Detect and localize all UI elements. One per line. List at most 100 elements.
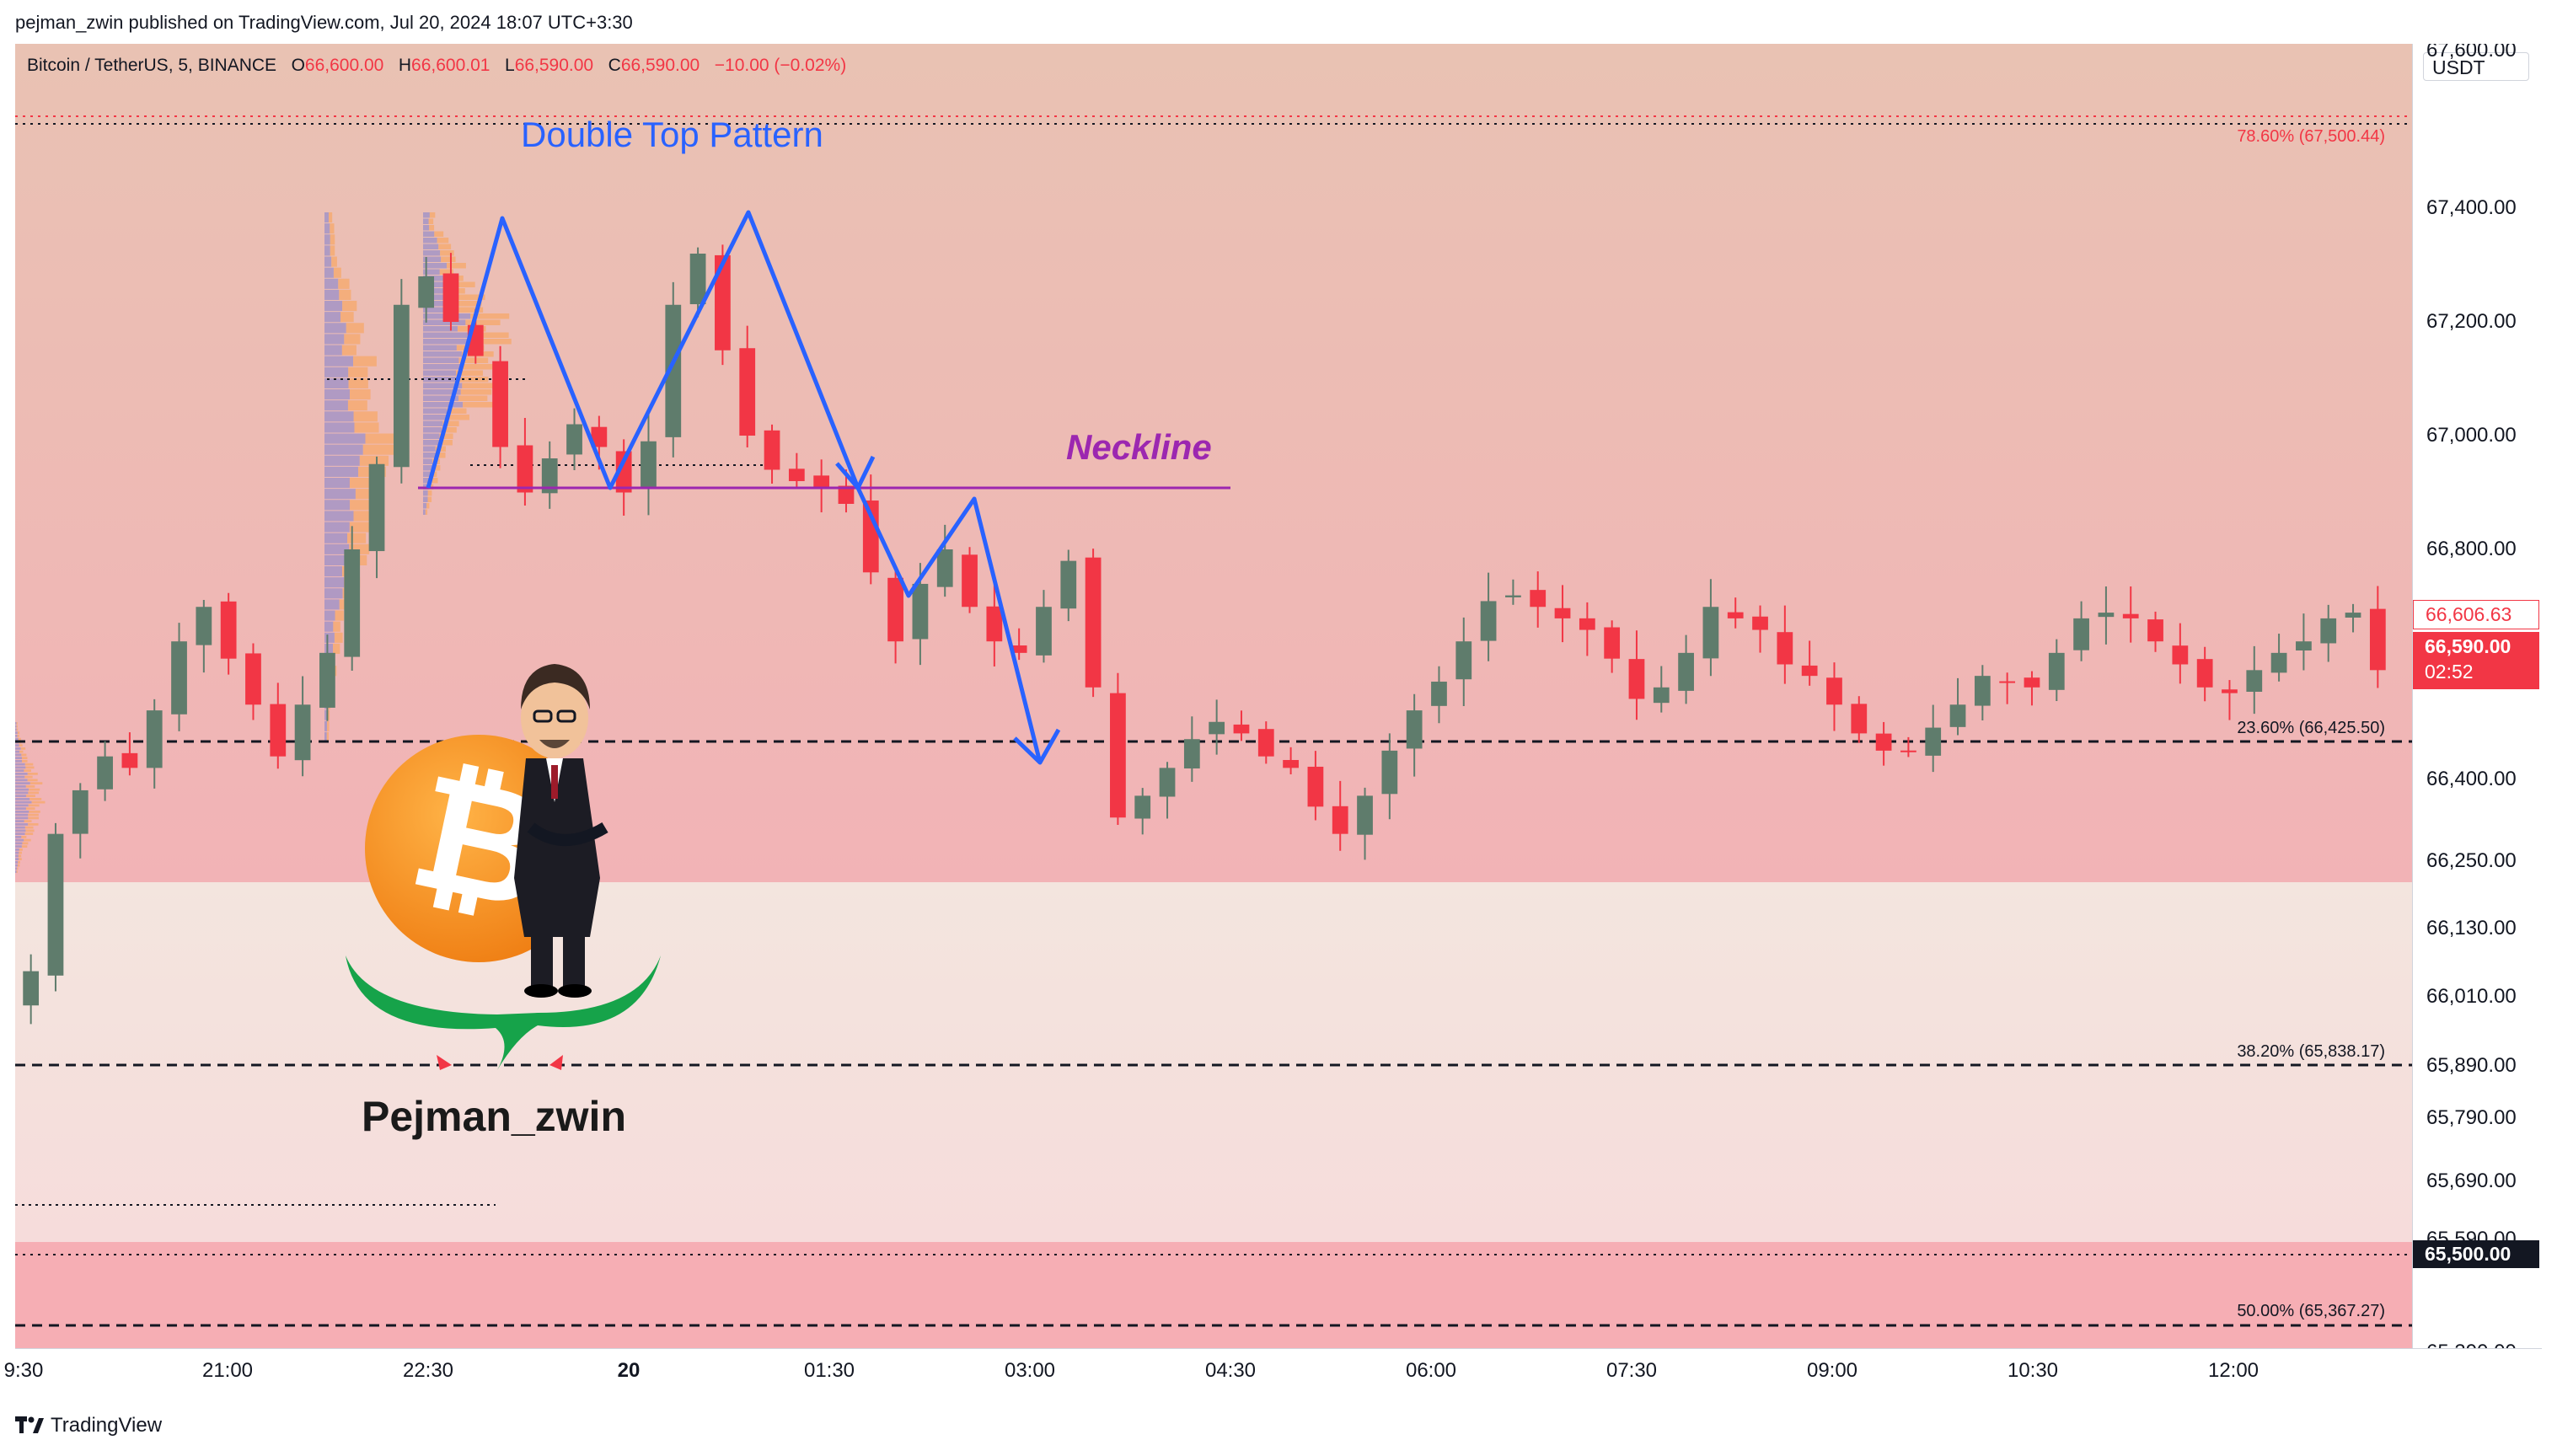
volume-profile-bar [423, 471, 431, 477]
candle-body [2320, 618, 2337, 644]
volume-profile-bar [462, 383, 495, 388]
volume-profile-bar [15, 737, 19, 741]
volume-profile-bar [324, 588, 343, 599]
volume-profile-bar [423, 490, 428, 496]
volume-profile-bar [20, 747, 26, 750]
price-tag-last-box [2413, 632, 2539, 689]
time-label: 09:00 [1806, 1359, 1858, 1382]
candle-body [2122, 613, 2139, 618]
candle-body [739, 348, 756, 436]
volume-profile-bar [324, 234, 330, 245]
legend-change: −10.00 (−0.02%) [714, 56, 847, 75]
price-tag-alert: 65,500.00 [2413, 1240, 2539, 1268]
legend-symbol[interactable]: Bitcoin / TetherUS, 5, BINANCE [27, 56, 277, 75]
candle-body [887, 577, 903, 642]
candle-body [1307, 766, 1324, 807]
candle-body [1332, 806, 1348, 834]
volume-profile-bar [324, 367, 349, 377]
volume-profile-bar [470, 313, 510, 319]
volume-profile-bar [439, 269, 454, 275]
chart-canvas[interactable]: Double Top Pattern Neckline 78.60% (67,5… [15, 44, 2412, 1348]
volume-profile-bar [441, 256, 456, 262]
volume-profile-bar [21, 836, 27, 838]
volume-profile-bar [324, 522, 350, 533]
price-label: 67,600.00 [2426, 44, 2517, 62]
candle-body [838, 485, 855, 504]
volume-profile-bar [19, 744, 23, 747]
candle-body [442, 273, 459, 322]
volume-profile-bar [471, 339, 512, 345]
candle-body [368, 463, 385, 552]
candle-body [1727, 612, 1744, 618]
volume-profile-bar [327, 709, 330, 720]
volume-profile-bar [423, 351, 463, 357]
volume-profile-bar [340, 312, 354, 323]
volume-profile-bar [31, 800, 46, 804]
volume-profile-bar [423, 427, 442, 433]
volume-profile-bar [16, 722, 18, 725]
volume-profile-bar [447, 263, 466, 269]
time-label: 20 [617, 1359, 641, 1382]
time-axis[interactable]: 9:30 21:00 22:30 20 01:30 03:00 04:30 06:00 07:3… [4, 1348, 2542, 1396]
volume-profile-bar [324, 400, 348, 411]
price-scale[interactable]: USDT 67,600.00 67,400.00 67,200.00 67,000.0… [2412, 44, 2543, 1348]
volume-profile-bar [22, 760, 28, 763]
candle-body [862, 500, 879, 573]
legend-high: 66,600.01 [411, 56, 490, 75]
volume-profile-bar [435, 452, 446, 458]
volume-profile-bar [324, 554, 348, 565]
volume-profile-bar [324, 466, 359, 477]
volume-profile-bar [423, 294, 458, 300]
volume-profile-bar [16, 728, 19, 731]
volume-profile-bar [18, 737, 21, 741]
candle-body [1257, 729, 1274, 757]
volume-profile-bar [423, 231, 435, 237]
legend-low: 66,590.00 [514, 56, 594, 75]
volume-profile-bar [439, 433, 453, 439]
volume-profile-bar [456, 370, 483, 376]
candle-body [1925, 727, 1942, 756]
candle-body [1010, 645, 1027, 653]
candle-body [2222, 689, 2238, 693]
volume-profile-bar [326, 731, 330, 742]
volume-profile-bar [24, 826, 34, 829]
volume-profile-bar [324, 643, 334, 654]
candle-body [1554, 608, 1571, 618]
volume-profile-bar [324, 245, 330, 256]
volume-profile-bar [15, 766, 26, 769]
price-label: 66,800.00 [2426, 538, 2517, 560]
candle-body [1875, 733, 1892, 751]
candle-body [2048, 652, 2065, 690]
candle-body [1826, 677, 1842, 705]
volume-profile-bar [324, 566, 343, 577]
currency-button[interactable]: USDT [2423, 52, 2529, 81]
volume-profile-bar [16, 870, 18, 873]
volume-profile-bar [29, 782, 43, 784]
volume-profile-bar [423, 503, 427, 509]
volume-profile-bar [324, 720, 328, 731]
volume-profile-bar [15, 735, 18, 737]
volume-profile-bar [440, 250, 454, 256]
candle-body [270, 704, 287, 757]
candle-body [1604, 627, 1621, 659]
volume-profile-bar [324, 621, 334, 632]
volume-profile-bar [348, 377, 368, 388]
volume-profile-bar [21, 753, 27, 757]
volume-profile-bar [19, 851, 22, 854]
tradingview-brand: TradingView [51, 1414, 163, 1437]
volume-profile-bar [24, 832, 34, 835]
tradingview-logo[interactable]: TradingView [15, 1414, 162, 1437]
volume-profile-bar [423, 496, 428, 502]
volume-profile-bar [423, 509, 426, 515]
double-top-pattern-line[interactable] [426, 210, 1043, 763]
symbol-legend[interactable]: Bitcoin / TetherUS, 5, BINANCE O66,600.0… [27, 56, 846, 76]
price-label: 65,790.00 [2426, 1106, 2517, 1129]
volume-profile-bar [447, 408, 467, 414]
price-label: 67,200.00 [2426, 310, 2517, 333]
volume-profile-bar [423, 269, 440, 275]
volume-profile-bar [19, 750, 24, 753]
volume-profile-bar [15, 791, 29, 795]
candle-body [541, 458, 558, 494]
chart-pane[interactable]: Double Top Pattern Neckline 78.60% (67,5… [15, 44, 2412, 1348]
volume-profile-bar [359, 455, 389, 466]
